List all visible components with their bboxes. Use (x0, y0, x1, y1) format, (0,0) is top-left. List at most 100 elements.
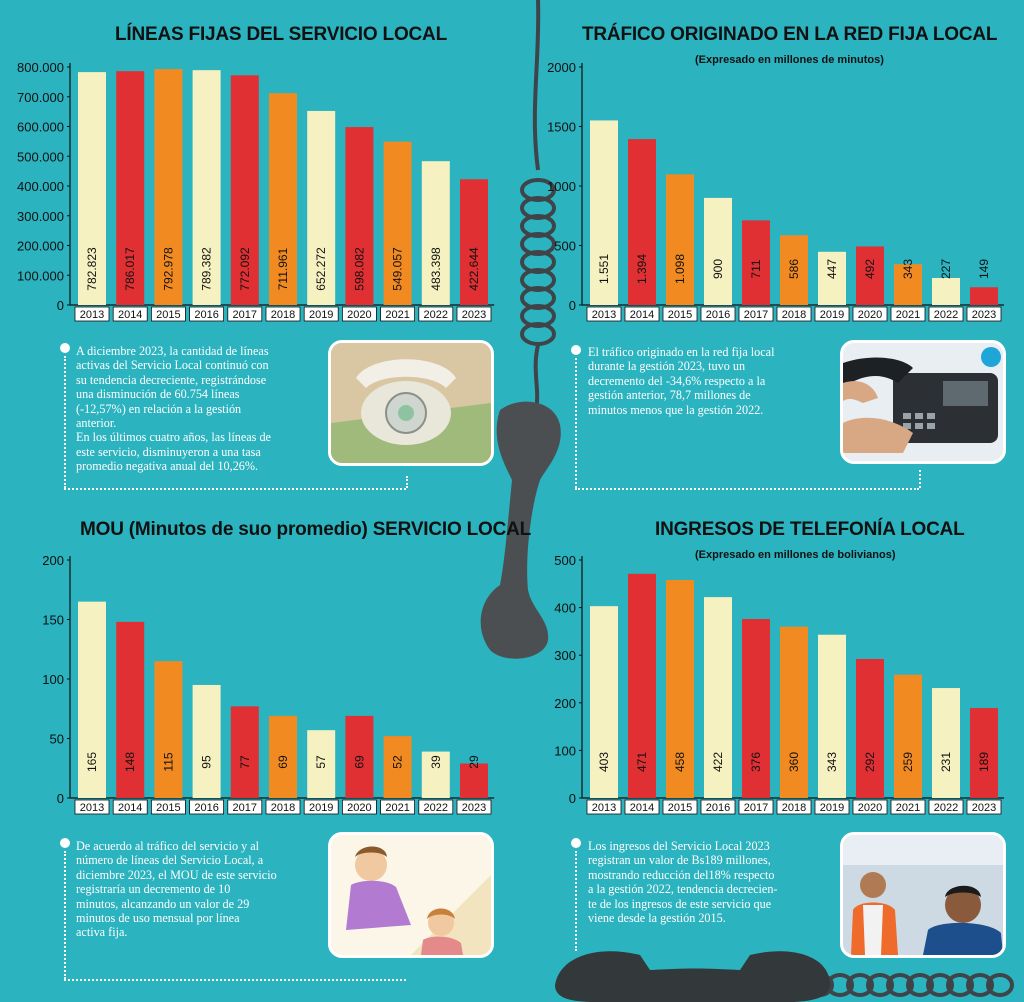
bar (269, 93, 297, 305)
x-tick-label: 2013 (592, 309, 616, 321)
note-trafico: El tráfico originado en la red fija loca… (588, 345, 775, 417)
y-tick-label: 700.000 (17, 90, 64, 105)
bar (628, 139, 656, 305)
bar (383, 141, 412, 305)
data-label: 57 (314, 755, 328, 769)
x-tick-label: 2018 (782, 802, 806, 814)
x-tick-label: 2017 (744, 309, 768, 321)
x-tick-box (814, 306, 850, 322)
x-tick-label: 2023 (462, 802, 486, 814)
y-tick-label: 300.000 (17, 209, 64, 224)
x-tick-label: 2018 (782, 309, 806, 321)
x-tick-label: 2023 (972, 309, 996, 321)
x-tick-label: 2020 (347, 309, 371, 321)
data-label: 422.644 (467, 247, 481, 291)
bar (666, 579, 694, 798)
x-tick-box (814, 799, 850, 815)
bar (742, 220, 770, 305)
x-tick-label: 2023 (462, 309, 486, 321)
data-label: 492 (863, 259, 877, 279)
note-lineas: A diciembre 2023, la cantidad de líneas … (76, 344, 271, 474)
data-label: 792.978 (161, 247, 175, 291)
x-tick-box (662, 799, 698, 815)
x-tick-label: 2022 (934, 802, 958, 814)
x-tick-label: 2021 (385, 802, 409, 814)
y-tick-label: 200 (554, 696, 576, 711)
data-label: 789.382 (200, 247, 214, 291)
data-label: 598.082 (352, 247, 366, 291)
x-tick-label: 2021 (896, 802, 920, 814)
data-label: 259 (901, 752, 915, 772)
bar (345, 127, 374, 305)
y-tick-label: 600.000 (17, 120, 64, 135)
data-label: 292 (863, 752, 877, 772)
x-tick-label: 2022 (934, 309, 958, 321)
chart-title-mou: MOU (Minutos de suo promedio) SERVICIO L… (80, 519, 532, 540)
data-label: 1.551 (597, 254, 611, 284)
data-label: 39 (429, 755, 443, 769)
y-tick-label: 500 (554, 553, 576, 568)
x-tick-box (928, 799, 964, 815)
x-tick-box (380, 306, 416, 322)
x-tick-box (341, 306, 377, 322)
chart-title-trafico: TRÁFICO ORIGINADO EN LA RED FIJA LOCAL (582, 24, 998, 45)
data-label: 403 (597, 752, 611, 772)
y-tick-label: 0 (57, 791, 64, 806)
chart-lineas: 0 100.000 200.000 300.000 400.000 500.000 600.… (17, 60, 495, 322)
data-label: 343 (901, 259, 915, 279)
bar (590, 120, 618, 305)
telecom-office-photo (840, 832, 1006, 958)
data-label: 782.823 (85, 247, 99, 291)
data-label: 447 (825, 259, 839, 279)
x-tick-box (624, 799, 660, 815)
x-tick-label: 2016 (706, 309, 730, 321)
bar (421, 161, 450, 305)
data-label: 458 (673, 752, 687, 772)
bar (78, 601, 106, 798)
x-tick-box (265, 306, 301, 322)
bar (78, 72, 106, 305)
bar (154, 69, 183, 305)
y-tick-label: 50 (50, 732, 64, 747)
x-tick-label: 2017 (744, 802, 768, 814)
x-tick-label: 2014 (118, 802, 142, 814)
note-divider-lineas-bottom (64, 488, 406, 490)
note-divider-lineas (64, 356, 66, 488)
x-tick-label: 2013 (80, 802, 104, 814)
bar (704, 197, 732, 305)
note-divider-trafico (575, 358, 577, 488)
x-tick-label: 2017 (233, 802, 257, 814)
note-bullet-trafico (571, 345, 581, 355)
chart-subtitle-ingresos: (Expresado en millones de bolivianos) (695, 549, 896, 561)
bar (421, 751, 450, 798)
x-tick-box (189, 799, 225, 815)
data-label: 786.017 (123, 247, 137, 291)
x-tick-box (738, 799, 774, 815)
x-tick-box (852, 306, 888, 322)
data-label: 586 (787, 259, 801, 279)
bar (116, 621, 145, 798)
x-tick-box (890, 306, 926, 322)
note-mou: De acuerdo al tráfico del servicio y al … (76, 839, 277, 940)
x-tick-label: 2019 (309, 802, 333, 814)
x-tick-label: 2016 (194, 309, 218, 321)
x-tick-label: 2020 (858, 802, 882, 814)
data-label: 900 (711, 259, 725, 279)
x-tick-label: 2013 (80, 309, 104, 321)
y-tick-label: 150 (42, 613, 64, 628)
bar (932, 688, 960, 798)
x-tick-label: 2015 (156, 309, 180, 321)
data-label: 52 (391, 755, 405, 769)
bar (460, 763, 488, 798)
bar (894, 674, 922, 798)
x-tick-box (776, 306, 812, 322)
x-tick-box (303, 799, 339, 815)
bar (590, 606, 618, 798)
note-divider-mou-bottom (64, 979, 406, 981)
data-label: 422 (711, 752, 725, 772)
data-label: 95 (200, 755, 214, 769)
x-tick-box (586, 799, 622, 815)
x-tick-box (418, 306, 454, 322)
y-tick-label: 300 (554, 648, 576, 663)
bar (856, 659, 884, 798)
